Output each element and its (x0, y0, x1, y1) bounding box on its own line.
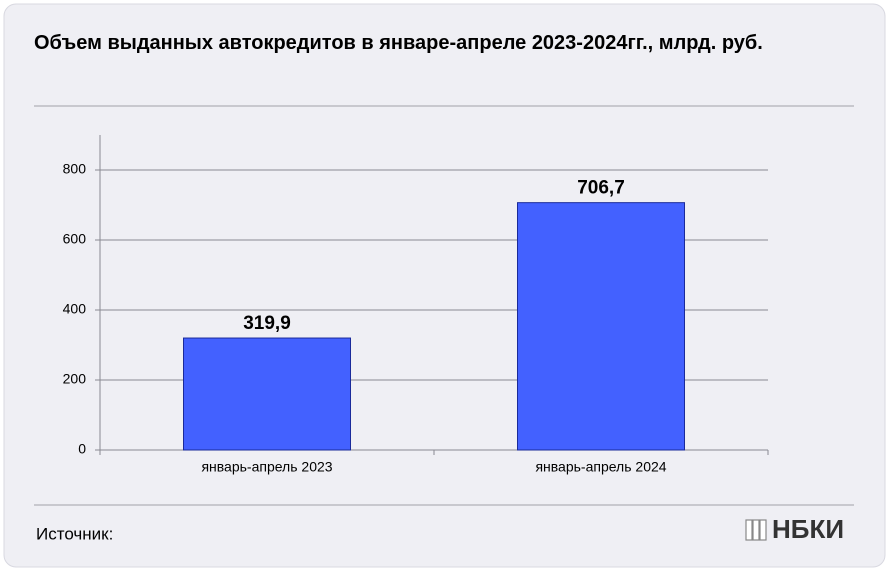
y-tick-label: 600 (63, 231, 87, 247)
y-tick-label: 0 (78, 441, 86, 457)
source: Источник: (36, 524, 113, 543)
card (3, 3, 886, 568)
bar (183, 337, 351, 451)
x-tick-label: январь-апрель 2024 (535, 459, 666, 475)
chart-title: Объем выданных автокредитов в январе-апр… (34, 32, 763, 54)
value-label: 706,7 (577, 178, 625, 199)
value-label: 319,9 (243, 313, 291, 334)
bar (517, 202, 685, 451)
y-tick-label: 800 (63, 161, 87, 177)
y-tick-label: 400 (63, 301, 87, 317)
logo-icon (745, 519, 767, 541)
x-tick-label: январь-апрель 2023 (201, 459, 332, 475)
y-tick-label: 200 (63, 371, 87, 387)
logo: НБКИ (772, 514, 844, 544)
